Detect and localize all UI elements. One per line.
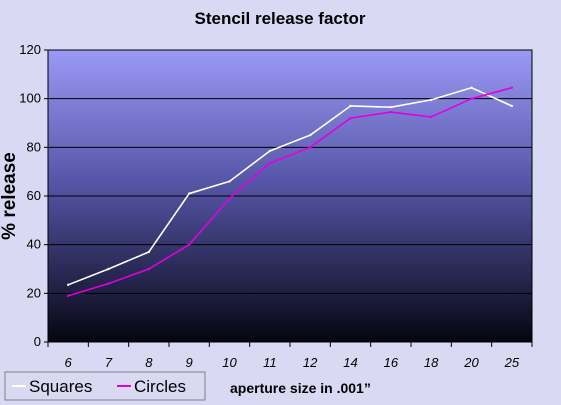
- data-point-squares: [147, 250, 151, 254]
- y-tick-label: 60: [27, 188, 41, 203]
- data-point-circles: [389, 110, 393, 114]
- data-point-squares: [349, 104, 352, 108]
- data-point-circles: [107, 282, 110, 285]
- data-point-circles: [187, 243, 191, 246]
- y-axis-ticks: 0 20 40 60 80 100 120: [19, 42, 48, 349]
- y-tick-label: 100: [19, 91, 41, 106]
- x-tick-label: 20: [463, 355, 479, 370]
- legend-box: [4, 371, 206, 401]
- y-tick-label: 120: [19, 42, 41, 57]
- data-point-squares: [308, 133, 312, 137]
- y-tick-label: 40: [27, 237, 41, 252]
- x-tick-label: 8: [145, 355, 153, 370]
- x-tick-label: 14: [343, 355, 357, 370]
- series-layer: [66, 86, 514, 297]
- data-point-circles: [66, 294, 70, 297]
- series-line-squares: [67, 86, 513, 286]
- gridlines: [48, 98, 532, 294]
- x-axis-ticks: 6 7 8 9 10 11 12 14 16 18 20 25: [47, 342, 533, 370]
- data-point-squares: [107, 267, 110, 271]
- data-point-circles: [228, 197, 231, 200]
- x-tick-label: 9: [186, 355, 193, 370]
- y-tick-label: 20: [27, 285, 41, 300]
- x-tick-label: 16: [384, 355, 399, 370]
- data-point-circles: [349, 116, 352, 120]
- legend-label-circles: Circles: [134, 377, 186, 396]
- data-point-circles: [308, 146, 312, 149]
- data-point-squares: [510, 104, 514, 108]
- x-tick-label: 7: [105, 355, 113, 370]
- y-tick-label: 0: [34, 334, 41, 349]
- data-point-squares: [268, 149, 272, 153]
- data-point-circles: [510, 86, 514, 89]
- data-point-circles: [147, 267, 151, 271]
- legend-label-squares: Squares: [29, 377, 92, 396]
- x-axis-label: aperture size in .001”: [230, 380, 371, 396]
- legend: Squares Circles: [4, 371, 206, 401]
- y-axis-label: % release: [0, 152, 20, 240]
- data-point-circles: [429, 115, 433, 119]
- x-tick-label: 25: [504, 355, 520, 370]
- data-point-circles: [268, 161, 272, 165]
- chart-title: Stencil release factor: [194, 9, 365, 28]
- data-point-circles: [470, 97, 473, 100]
- x-tick-label: 18: [424, 355, 439, 370]
- data-point-squares: [429, 98, 433, 102]
- y-tick-label: 80: [27, 139, 41, 154]
- data-point-squares: [66, 283, 70, 287]
- x-tick-label: 6: [65, 355, 73, 370]
- data-point-squares: [389, 105, 393, 109]
- series-line-circles: [67, 86, 513, 297]
- x-tick-label: 11: [263, 355, 277, 370]
- x-tick-label: 10: [222, 355, 237, 370]
- data-point-squares: [470, 86, 473, 89]
- data-point-squares: [187, 192, 191, 195]
- x-tick-label: 12: [303, 355, 318, 370]
- data-point-squares: [228, 180, 231, 183]
